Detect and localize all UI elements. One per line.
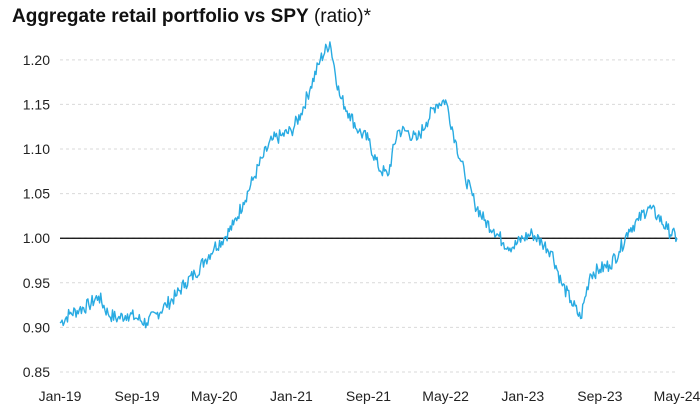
x-tick-label: Jan-19 [39, 388, 82, 404]
x-tick-label: May-24 [654, 388, 700, 404]
x-tick-label: Jan-23 [501, 388, 544, 404]
x-tick-label: May-20 [191, 388, 238, 404]
y-tick-label: 1.00 [23, 230, 50, 246]
chart-title: Aggregate retail portfolio vs SPY (ratio… [12, 6, 371, 28]
y-tick-label: 0.85 [23, 364, 50, 380]
chart-title-main: Aggregate retail portfolio vs SPY [12, 6, 309, 27]
x-tick-label: Jan-21 [270, 388, 313, 404]
y-tick-label: 1.15 [23, 96, 50, 112]
x-tick-label: Sep-21 [346, 388, 391, 404]
series-line [59, 41, 678, 329]
x-tick-label: Sep-19 [115, 388, 160, 404]
y-tick-label: 1.20 [23, 52, 50, 68]
y-tick-label: 1.05 [23, 186, 50, 202]
y-tick-label: 0.95 [23, 275, 50, 291]
chart-title-suffix: (ratio)* [308, 6, 371, 27]
x-tick-label: May-22 [422, 388, 469, 404]
y-tick-label: 0.90 [23, 319, 50, 335]
x-tick-label: Sep-23 [577, 388, 622, 404]
y-tick-label: 1.10 [23, 141, 50, 157]
